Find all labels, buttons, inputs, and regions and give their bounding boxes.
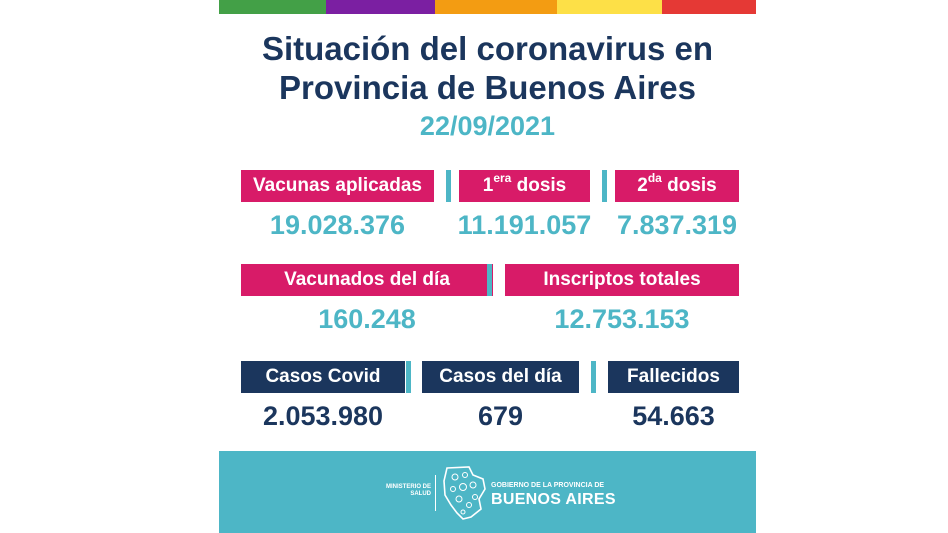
primera-dosis-label: 1era dosis <box>459 170 590 202</box>
casos-dia-label: Casos del día <box>422 361 579 393</box>
primera-dosis-word: dosis <box>516 175 567 196</box>
segunda-dosis-word: dosis <box>667 175 717 196</box>
primera-dosis-sup: era <box>493 170 512 185</box>
stripe-orange <box>435 0 557 14</box>
vacunas-aplicadas-value: 19.028.376 <box>269 210 406 240</box>
separator <box>487 264 492 296</box>
inscriptos-label: Inscriptos totales <box>505 264 739 296</box>
segunda-dosis-sup: da <box>647 170 662 185</box>
segunda-dosis-label: 2da dosis <box>615 170 739 202</box>
separator <box>446 170 451 202</box>
fallecidos-value: 54.663 <box>632 401 715 431</box>
primera-dosis-num: 1 <box>482 175 494 196</box>
ministerio-salud-text: MINISTERIO DE SALUD <box>369 484 431 498</box>
vacunas-aplicadas-label: Vacunas aplicadas <box>241 170 434 202</box>
fallecidos-label: Fallecidos <box>608 361 739 393</box>
ministerio-line1: MINISTERIO DE <box>385 484 431 490</box>
primera-dosis-value: 11.191.057 <box>457 210 592 240</box>
color-stripes <box>219 0 756 14</box>
page-title-line1: Situación del coronavirus en <box>261 30 714 67</box>
segunda-dosis-value: 7.837.319 <box>616 210 738 240</box>
province-map-icon <box>443 466 486 520</box>
stripe-green <box>219 0 326 14</box>
separator <box>591 361 596 393</box>
footer-divider <box>435 475 436 511</box>
segunda-dosis-num: 2 <box>637 175 648 196</box>
covid-report-card: Situación del coronavirus en Provincia d… <box>219 0 756 533</box>
separator <box>602 170 607 202</box>
gobierno-text: GOBIERNO DE LA PROVINCIA DE <box>491 482 605 489</box>
page-title-line2: Provincia de Buenos Aires <box>279 69 696 106</box>
casos-dia-value: 679 <box>477 401 524 431</box>
footer-banner: MINISTERIO DE SALUD GOBIERNO DE LA PROVI… <box>219 451 756 533</box>
stripe-red <box>662 0 756 14</box>
stripe-yellow <box>557 0 662 14</box>
casos-covid-value: 2.053.980 <box>262 401 384 431</box>
ministerio-line2: SALUD <box>410 491 431 497</box>
separator <box>406 361 411 393</box>
vacunados-dia-value: 160.248 <box>318 304 416 334</box>
report-date: 22/09/2021 <box>419 111 556 141</box>
buenos-aires-text: BUENOS AIRES <box>491 491 616 508</box>
vacunados-dia-label: Vacunados del día <box>241 264 493 296</box>
stripe-purple <box>326 0 435 14</box>
inscriptos-value: 12.753.153 <box>554 304 690 334</box>
casos-covid-label: Casos Covid <box>241 361 405 393</box>
